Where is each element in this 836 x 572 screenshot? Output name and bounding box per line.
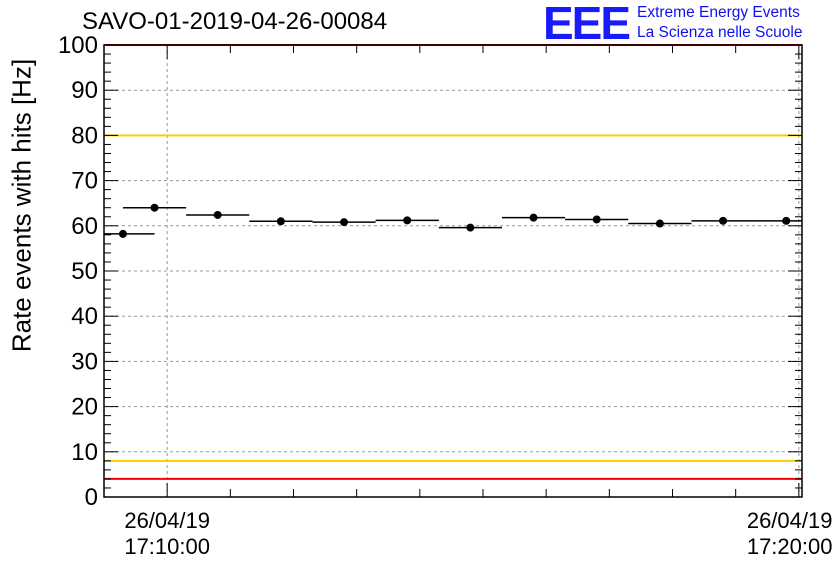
y-tick-label: 80: [71, 122, 98, 149]
data-point: [782, 216, 791, 225]
y-tick-label: 0: [85, 484, 98, 511]
x-tick-label: 26/04/19 17:10:00: [115, 508, 219, 560]
data-point: [213, 210, 222, 219]
y-tick-label: 60: [71, 213, 98, 240]
logo-caption-line1: Extreme Energy Events: [637, 4, 800, 21]
y-tick-label: 90: [71, 77, 98, 104]
x-tick-date: 26/04/19: [746, 508, 833, 533]
data-point: [592, 215, 601, 224]
y-tick-label: 50: [71, 258, 98, 285]
data-point: [403, 216, 412, 225]
y-tick-label: 30: [71, 348, 98, 375]
eee-logo: EEE: [543, 0, 631, 49]
x-tick-time: 17:10:00: [124, 534, 210, 559]
y-tick-label: 100: [58, 32, 98, 59]
data-point: [719, 216, 728, 225]
y-axis-label: Rate events with hits [Hz]: [6, 58, 37, 353]
data-point: [118, 229, 127, 238]
data-point: [340, 218, 349, 227]
x-tick-label: 26/04/19 17:20:00: [747, 508, 836, 560]
y-tick-label: 40: [71, 303, 98, 330]
x-tick-date: 26/04/19: [124, 508, 210, 533]
logo-caption-line2: La Scienza nelle Scuole: [637, 24, 803, 41]
chart-title: SAVO-01-2019-04-26-00084: [82, 8, 388, 35]
data-point: [466, 223, 475, 232]
y-tick-label: 70: [71, 168, 98, 195]
x-tick-time: 17:20:00: [746, 534, 833, 559]
logo-caption: Extreme Energy Events La Scienza nelle S…: [637, 3, 802, 43]
data-point: [150, 203, 159, 212]
data-point: [655, 219, 664, 228]
data-point: [529, 213, 538, 222]
data-point: [276, 217, 285, 226]
y-tick-label: 20: [71, 394, 98, 421]
y-tick-label: 10: [71, 439, 98, 466]
